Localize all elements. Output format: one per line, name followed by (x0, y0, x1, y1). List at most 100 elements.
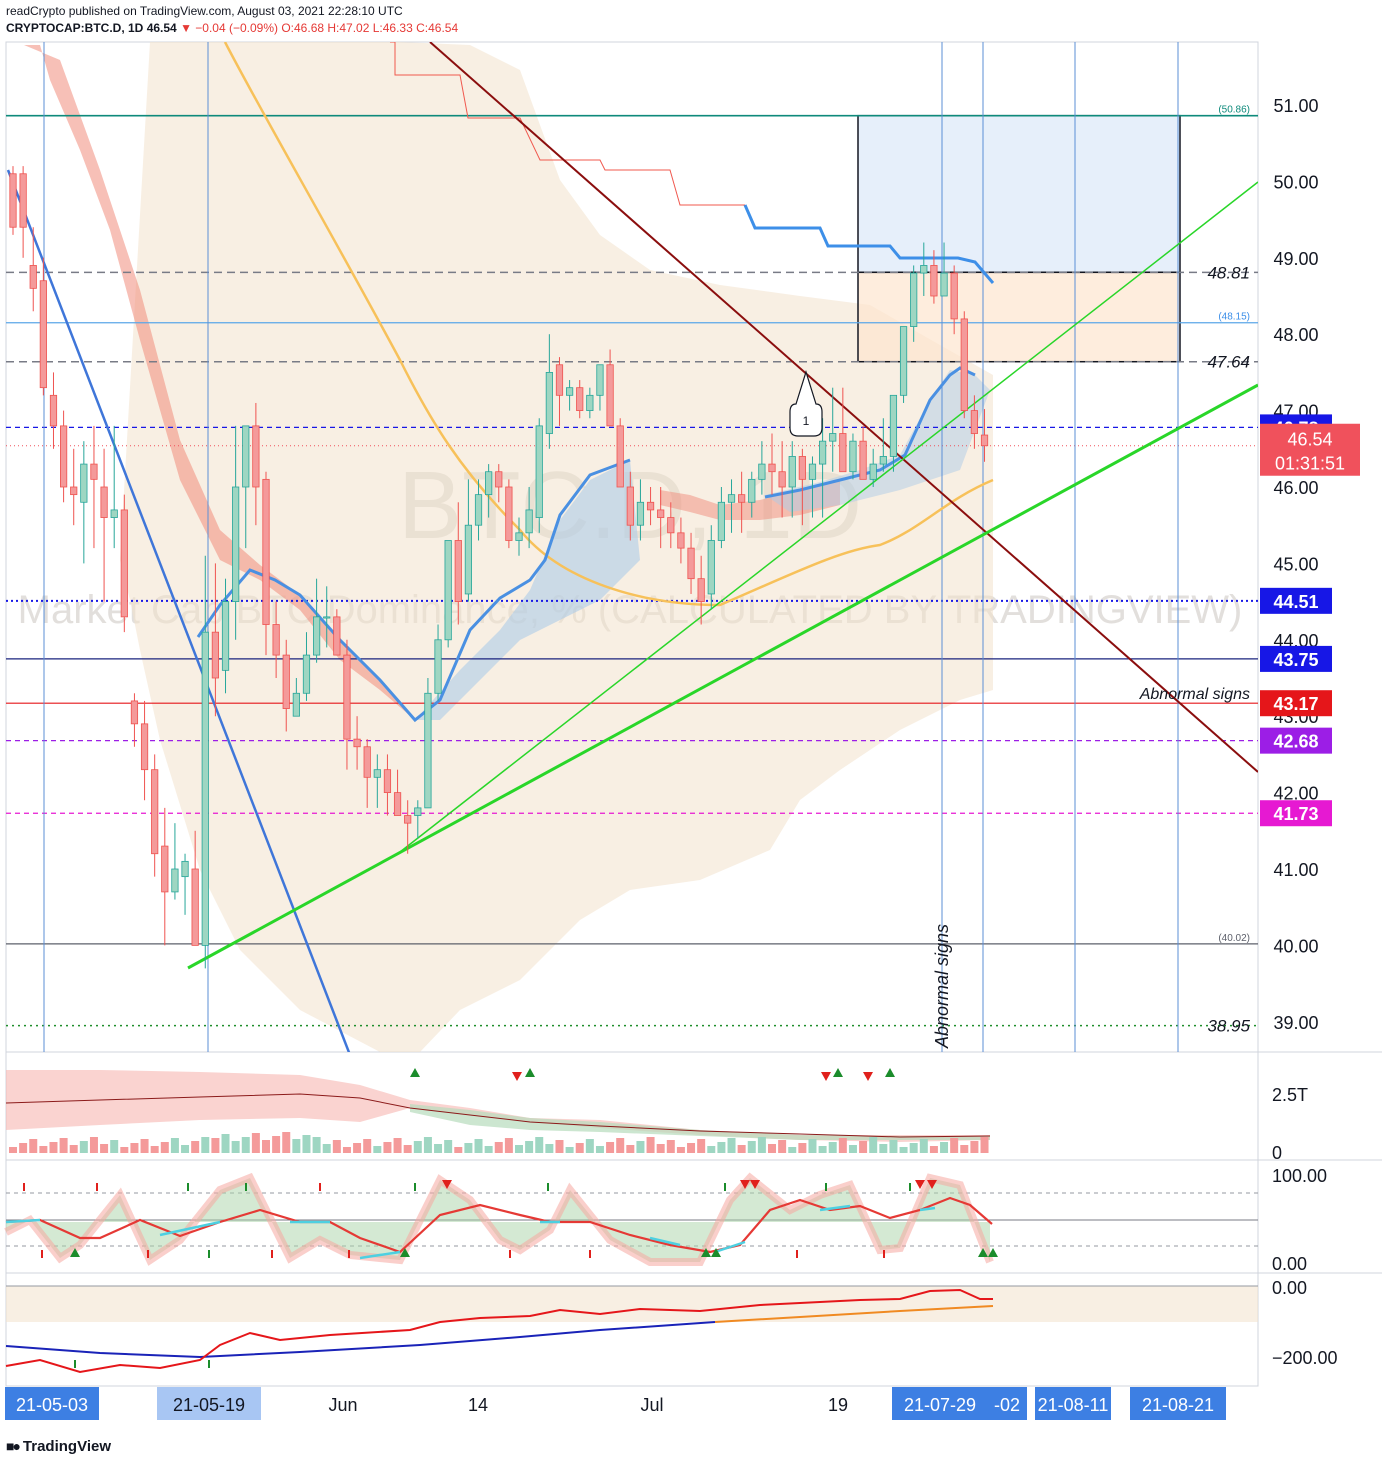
volume-bar (59, 1138, 68, 1153)
volume-signal-up (525, 1068, 535, 1077)
candle (738, 494, 746, 503)
volume-bar (676, 1147, 685, 1153)
osc-tick-marker (547, 1183, 549, 1191)
candle (727, 494, 736, 503)
moving-average-slow (223, 42, 994, 607)
candle (272, 624, 280, 656)
candle (373, 769, 381, 778)
candle (444, 540, 452, 641)
volume-bar (929, 1146, 938, 1153)
trendline-darkred (429, 42, 1258, 773)
volume-bar (89, 1137, 98, 1153)
osc-tick-marker (208, 1250, 210, 1258)
y-tick-41-00: 41.00 (1273, 860, 1318, 880)
volume-bar (221, 1134, 230, 1153)
candle (252, 425, 260, 488)
candle (333, 616, 341, 656)
osc-tick-marker (724, 1183, 726, 1191)
volume-bar (373, 1146, 382, 1153)
label-abnormal-signs: Abnormal signs (1139, 686, 1250, 703)
volume-bar (19, 1143, 28, 1153)
osc-signal-down (927, 1180, 937, 1189)
y-tick-45-00: 45.00 (1273, 554, 1318, 574)
price-label-box (1260, 727, 1332, 754)
candles (9, 166, 989, 969)
lower-slow-line-orange (714, 1305, 994, 1323)
y-tick-48-00: 48.00 (1273, 325, 1318, 345)
volume-bar (110, 1140, 119, 1153)
x-tick-highlight (1130, 1387, 1226, 1420)
volume-bar (970, 1141, 979, 1153)
lower-fast-line (5, 1288, 993, 1374)
candle (940, 272, 948, 297)
volume-bar (960, 1145, 969, 1153)
symbol-name[interactable]: CRYPTOCAP:BTC.D, 1D (6, 21, 144, 35)
osc-signal-up (701, 1248, 711, 1257)
candle (768, 463, 776, 473)
candle (616, 425, 624, 488)
candle (697, 578, 705, 602)
volume-bar (434, 1144, 443, 1153)
candle (353, 738, 361, 748)
volume-bar (788, 1147, 797, 1153)
osc-tick-marker (509, 1250, 511, 1258)
label-50-86: (50.86) (1218, 105, 1250, 116)
volume-bar (322, 1144, 331, 1153)
candle (980, 434, 989, 447)
candle (90, 463, 98, 480)
candle (778, 471, 786, 488)
osc-tick-high: 100.00 (1272, 1166, 1327, 1186)
x-tick-label: Jul (640, 1395, 663, 1415)
osc-signal-up (988, 1248, 998, 1257)
volume-ma-line (5, 1093, 991, 1138)
x-tick-label: 14 (468, 1395, 488, 1415)
volume-bar (241, 1137, 250, 1153)
volume-bar (474, 1139, 483, 1153)
volume-signal-up (410, 1068, 420, 1077)
x-tick-highlight (157, 1387, 261, 1420)
candle (464, 524, 473, 595)
candle (414, 807, 422, 816)
volume-bar (737, 1145, 746, 1153)
candle (576, 387, 584, 411)
volume-bar (423, 1137, 432, 1153)
trendline-green-thin (399, 181, 1258, 853)
osc-tick-marker (589, 1250, 591, 1258)
candle (474, 494, 483, 526)
candle (636, 501, 645, 526)
candle (232, 486, 240, 602)
x-tick-highlight (5, 1387, 99, 1420)
volume-bar (282, 1132, 291, 1153)
price-label-countdown: 01:31:51 (1275, 454, 1345, 474)
stepped-resistance (390, 42, 745, 206)
volume-bar (464, 1143, 473, 1153)
volume-bar (201, 1137, 210, 1153)
candle (9, 173, 17, 228)
last-price: 46.54 (146, 21, 177, 35)
lower-marker (208, 1360, 210, 1368)
volume-bar (272, 1136, 281, 1153)
volume-bar (889, 1140, 898, 1153)
lower-pane (5, 1285, 1258, 1374)
x-tick-label: 21-08-11 (1038, 1395, 1109, 1415)
lower-slow-line (5, 1321, 716, 1359)
volume-bar (9, 1147, 17, 1153)
candle (80, 463, 88, 503)
price-label-box (1260, 800, 1332, 827)
volume-bar (29, 1139, 38, 1153)
candle (424, 692, 432, 809)
candle (505, 486, 513, 541)
candle (657, 509, 665, 518)
volume-bar (768, 1144, 776, 1153)
tradingview-logo: ■● TradingView (6, 1438, 112, 1455)
candle (302, 654, 311, 694)
x-tick-label: 21-05-03 (16, 1395, 88, 1415)
volume-bar (251, 1133, 260, 1153)
volume-bar (585, 1139, 594, 1153)
osc-fill-green (6, 1178, 990, 1262)
osc-tick-marker (271, 1250, 273, 1258)
osc-signal-cyan-7 (919, 1206, 936, 1212)
candle (829, 433, 837, 442)
volume-tick-high: 2.5T (1272, 1085, 1308, 1105)
